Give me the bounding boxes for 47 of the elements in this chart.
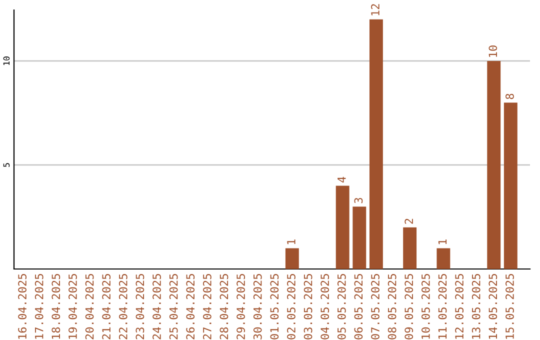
bar <box>436 248 450 269</box>
data-label: 1 <box>438 239 447 244</box>
data-label: 3 <box>354 198 363 204</box>
x-tick-label: 28.04.2025 <box>220 274 228 340</box>
bar <box>336 186 350 269</box>
x-tick-label: 02.05.2025 <box>287 274 296 340</box>
y-tick-label: 5 <box>3 163 10 167</box>
bar <box>403 227 417 269</box>
x-tick-label: 21.04.2025 <box>102 274 111 340</box>
data-label: 4 <box>338 176 346 182</box>
data-label: 12 <box>371 4 380 16</box>
x-tick-label: 06.05.2025 <box>354 274 363 340</box>
bar <box>352 206 366 269</box>
x-tick-label: 22.04.2025 <box>118 274 128 340</box>
x-tick-label: 11.05.2025 <box>438 274 447 339</box>
x-tick-label: 12.05.2025 <box>455 274 464 339</box>
x-tick-label: 04.05.2025 <box>320 274 330 340</box>
x-tick-label: 10.05.2025 <box>421 274 430 339</box>
x-tick-label: 08.05.2025 <box>388 274 396 340</box>
x-tick-label: 09.05.2025 <box>404 274 414 340</box>
x-tick-label: 20.04.2025 <box>85 274 94 340</box>
bar <box>285 248 299 269</box>
data-label: 10 <box>488 46 498 57</box>
x-tick-label: 13.05.2025 <box>472 274 480 339</box>
x-tick-label: 15.05.2025 <box>506 274 514 339</box>
x-tick-label: 27.04.2025 <box>202 274 212 340</box>
data-label: 8 <box>506 94 514 100</box>
x-tick-label: 07.05.2025 <box>371 274 380 340</box>
x-tick-label: 01.05.2025 <box>270 274 279 340</box>
x-tick-label: 19.04.2025 <box>68 274 77 339</box>
bar <box>487 60 501 269</box>
bar <box>369 19 383 269</box>
x-tick-label: 29.04.2025 <box>236 274 245 340</box>
x-tick-label: 23.04.2025 <box>136 274 144 340</box>
x-tick-label: 18.04.2025 <box>52 274 60 339</box>
data-label: 1 <box>287 239 296 244</box>
x-tick-label: 03.05.2025 <box>304 274 312 340</box>
x-tick-label: 26.04.2025 <box>186 274 195 340</box>
bar <box>504 102 518 269</box>
x-tick-label: 17.04.2025 <box>34 274 44 339</box>
x-tick-label: 05.05.2025 <box>337 274 346 340</box>
x-tick-label: 25.04.2025 <box>169 274 178 340</box>
x-tick-label: 14.05.2025 <box>488 274 498 339</box>
data-label: 2 <box>404 218 413 224</box>
x-tick-label: 16.04.2025 <box>18 274 26 339</box>
x-tick-label: 30.04.2025 <box>253 274 262 340</box>
x-tick-label: 24.04.2025 <box>152 274 161 340</box>
